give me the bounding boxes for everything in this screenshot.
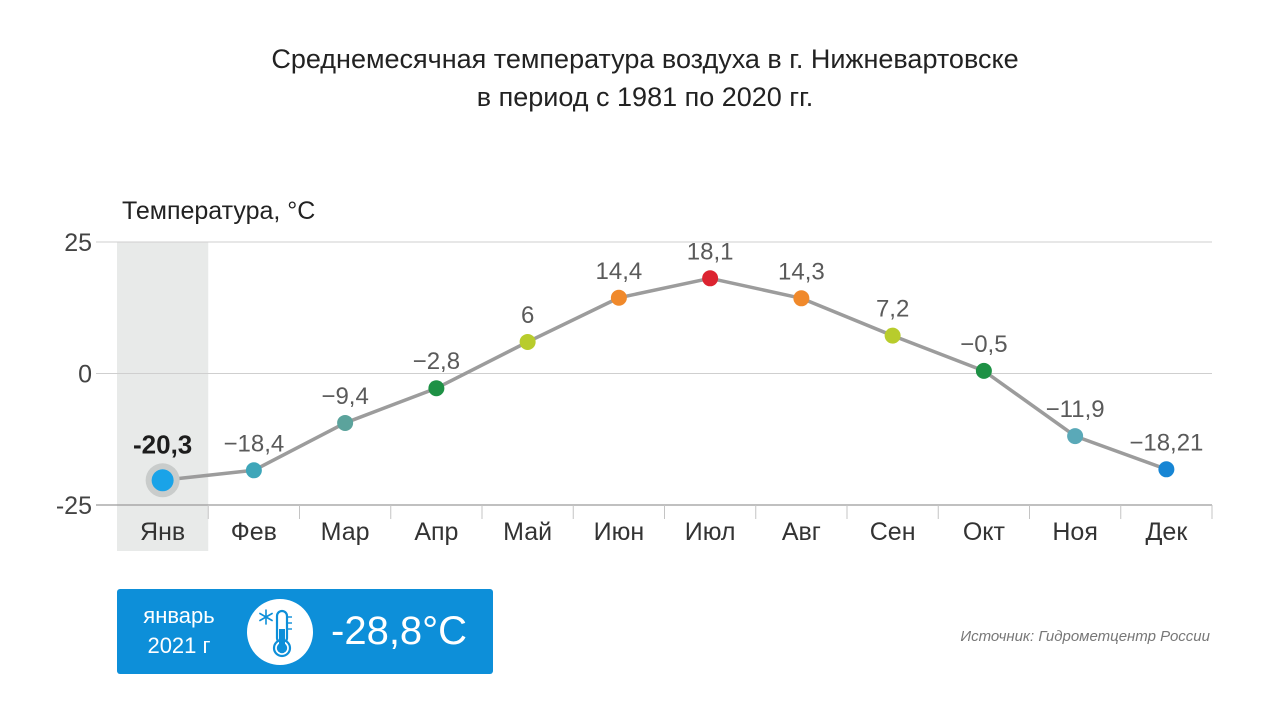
x-tick-label: Сен [870,518,916,546]
data-point [884,327,901,344]
source-note: Источник: Гидрометцентр России [960,628,1210,645]
data-point [519,333,536,350]
data-label: −11,9 [1046,396,1105,423]
data-label: −2,8 [413,348,460,375]
data-point [245,462,262,479]
x-tick-label: Дек [1145,518,1188,546]
x-tick-label: Июл [685,518,736,546]
data-label: −9,4 [321,383,368,410]
data-label: -20,3 [133,429,192,459]
thermometer-icon [247,599,313,665]
info-month: январь 2021 г [117,601,241,661]
data-point [610,289,627,306]
highlight-column [117,242,209,551]
data-label: 7,2 [876,296,909,323]
data-point [1158,461,1175,478]
y-tick-label: 25 [64,229,92,257]
x-tick-label: Окт [963,518,1006,546]
y-tick-label: -25 [56,492,92,520]
data-label: −0,5 [960,331,1007,358]
data-label: −18,4 [224,430,285,457]
data-label: −18,21 [1129,429,1203,456]
info-temperature-value: -28,8°C [331,609,468,653]
chart-title: Среднемесячная температура воздуха в г. … [0,40,1280,116]
x-tick-label: Янв [140,518,185,546]
data-point [1067,428,1084,445]
info-month-year: 2021 г [147,633,211,658]
y-axis-label: Температура, °C [122,197,315,225]
data-label: 6 [521,302,534,329]
january-2021-info-box: январь 2021 г -28,8°C [117,589,493,674]
x-tick-label: Май [503,518,552,546]
data-point [151,469,174,492]
info-month-name: январь [143,603,215,628]
chart-title-line1: Среднемесячная температура воздуха в г. … [271,44,1019,74]
data-point [975,362,992,379]
x-tick-label: Ноя [1052,518,1098,546]
chart-title-line2: в период с 1981 по 2020 гг. [476,82,814,112]
data-point [428,380,445,397]
x-tick-label: Мар [321,518,370,546]
x-tick-label: Фев [231,518,277,546]
y-tick-label: 0 [78,361,92,389]
data-point [337,414,354,431]
series-line [162,276,1167,483]
data-label: 18,1 [687,238,734,265]
x-tick-label: Апр [414,518,458,546]
data-label: 14,4 [596,258,643,285]
x-tick-label: Июн [594,518,645,546]
data-label: 14,3 [778,258,825,285]
data-point [702,270,719,287]
x-tick-label: Авг [782,518,821,546]
data-point [793,290,810,307]
